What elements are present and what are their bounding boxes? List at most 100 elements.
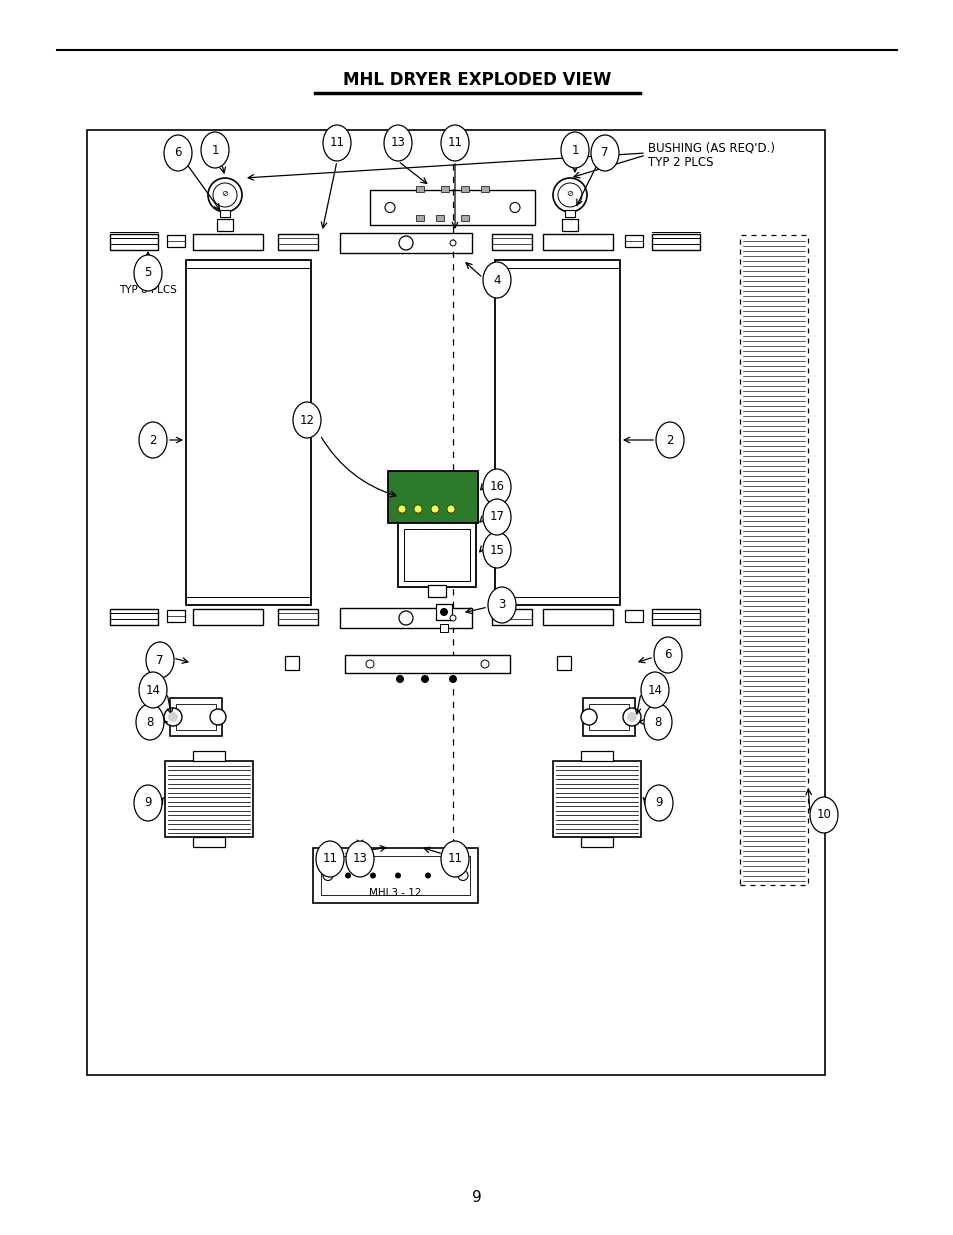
Bar [165, 761, 253, 837]
Circle shape [208, 178, 242, 212]
Bar [397, 522, 476, 587]
Bar [439, 624, 448, 632]
Bar [285, 656, 298, 671]
Bar [542, 233, 613, 249]
Text: 1: 1 [211, 143, 218, 157]
Circle shape [439, 608, 448, 616]
Bar [460, 186, 469, 191]
Circle shape [622, 708, 640, 726]
Bar [582, 698, 635, 736]
Bar [651, 233, 700, 249]
Text: BUSHING (AS REQ'D.): BUSHING (AS REQ'D.) [647, 142, 774, 154]
Circle shape [480, 659, 489, 668]
Text: 14: 14 [647, 683, 661, 697]
Circle shape [447, 505, 455, 513]
Bar [339, 233, 472, 253]
Text: 2: 2 [665, 433, 673, 447]
Ellipse shape [590, 135, 618, 170]
Text: 13: 13 [353, 852, 367, 866]
Bar [167, 235, 185, 247]
Text: 8: 8 [654, 715, 661, 729]
Text: 5: 5 [144, 267, 152, 279]
Text: 10: 10 [816, 809, 831, 821]
Bar [313, 848, 477, 903]
Bar [740, 235, 807, 885]
Ellipse shape [482, 499, 511, 535]
Bar [440, 186, 449, 191]
Text: 2: 2 [149, 433, 156, 447]
Bar [320, 856, 470, 895]
Bar [436, 215, 443, 221]
Bar [416, 186, 423, 191]
Bar [220, 210, 230, 217]
Circle shape [510, 203, 519, 212]
Ellipse shape [644, 785, 672, 821]
Circle shape [420, 676, 429, 683]
Text: MHL DRYER EXPLODED VIEW: MHL DRYER EXPLODED VIEW [342, 70, 611, 89]
Bar [370, 190, 535, 225]
Circle shape [323, 871, 333, 881]
Text: 9: 9 [144, 797, 152, 809]
Bar [193, 837, 225, 847]
Bar [170, 698, 222, 736]
Bar [624, 235, 642, 247]
Circle shape [366, 659, 374, 668]
Circle shape [580, 709, 597, 725]
Circle shape [370, 872, 375, 878]
Circle shape [450, 240, 456, 246]
Bar [480, 186, 489, 191]
Ellipse shape [133, 785, 162, 821]
Text: 9: 9 [472, 1189, 481, 1204]
Ellipse shape [488, 587, 516, 622]
Text: 11: 11 [322, 852, 337, 866]
Ellipse shape [654, 637, 681, 673]
Bar [416, 215, 423, 221]
Circle shape [395, 676, 403, 683]
Bar [580, 837, 613, 847]
Bar [110, 233, 158, 249]
Ellipse shape [643, 704, 671, 740]
Text: 14: 14 [146, 683, 160, 697]
Text: 17: 17 [489, 510, 504, 524]
Ellipse shape [384, 125, 412, 161]
Text: 6: 6 [174, 147, 182, 159]
Bar [495, 261, 619, 605]
Text: 7: 7 [600, 147, 608, 159]
Bar [277, 233, 317, 249]
Ellipse shape [809, 797, 837, 832]
Circle shape [553, 178, 586, 212]
Ellipse shape [482, 532, 511, 568]
Circle shape [164, 708, 182, 726]
Text: 8: 8 [146, 715, 153, 729]
Bar [557, 656, 571, 671]
Ellipse shape [136, 704, 164, 740]
Ellipse shape [293, 403, 320, 438]
Circle shape [397, 505, 406, 513]
Ellipse shape [560, 132, 588, 168]
Bar [580, 751, 613, 761]
Text: 3: 3 [497, 599, 505, 611]
Ellipse shape [323, 125, 351, 161]
Circle shape [626, 713, 637, 722]
Bar [436, 604, 452, 620]
Bar [388, 471, 477, 522]
Ellipse shape [482, 262, 511, 298]
Text: TYP 8 PLCS: TYP 8 PLCS [119, 285, 176, 295]
Bar [193, 751, 225, 761]
Bar [193, 233, 263, 249]
Text: 11: 11 [447, 852, 462, 866]
Text: 11: 11 [329, 137, 344, 149]
Bar [167, 610, 185, 622]
Bar [492, 233, 532, 249]
Text: 6: 6 [663, 648, 671, 662]
Circle shape [398, 611, 413, 625]
Ellipse shape [656, 422, 683, 458]
Bar [564, 210, 575, 217]
Bar [87, 130, 824, 1074]
Bar [553, 761, 640, 837]
Bar [624, 610, 642, 622]
Bar [193, 609, 263, 625]
Bar [588, 704, 628, 730]
Circle shape [210, 709, 226, 725]
Circle shape [168, 713, 178, 722]
